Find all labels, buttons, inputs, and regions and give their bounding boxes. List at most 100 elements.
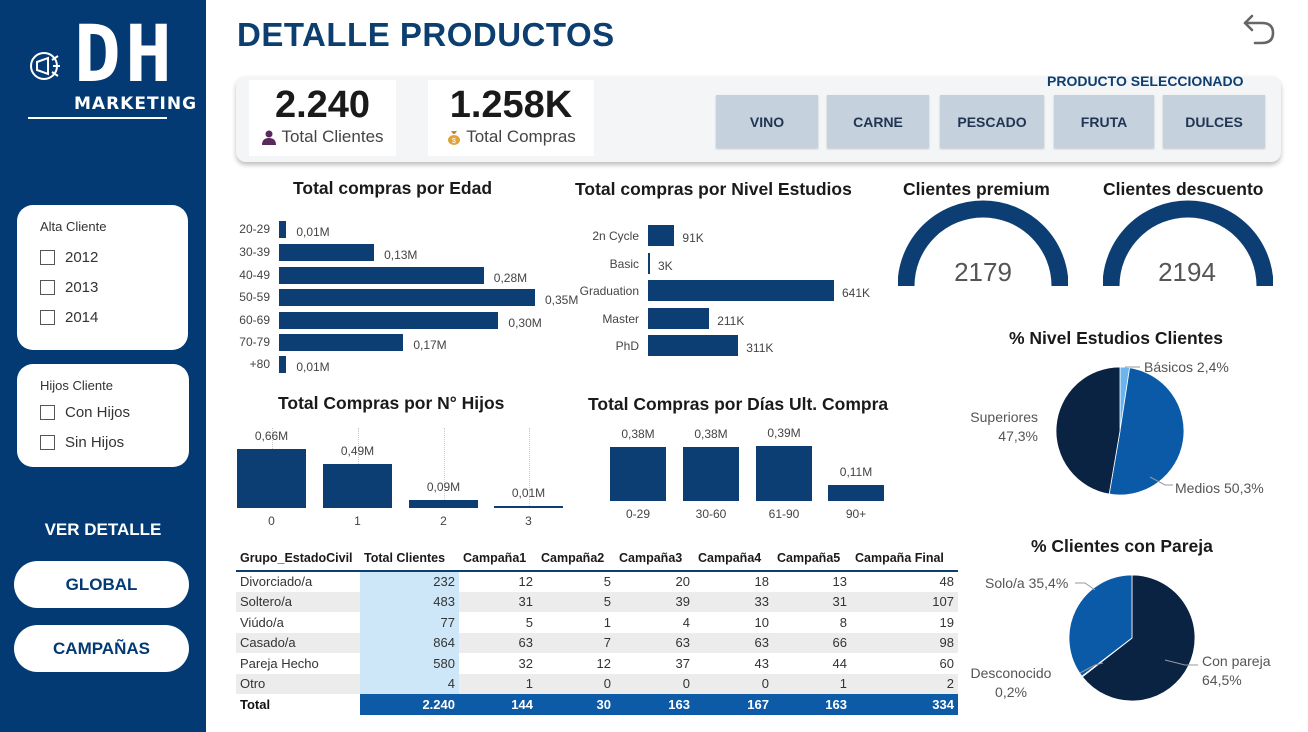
col-header[interactable]: Campaña4	[694, 545, 773, 572]
edad-category-label: 20-29	[239, 222, 270, 236]
bar	[237, 449, 306, 508]
pareja-pie	[1068, 574, 1196, 702]
estudios-bar-value: 91K	[682, 231, 704, 245]
table-cell: 1	[459, 673, 537, 694]
bar-category-label: 90+	[845, 507, 867, 521]
pie-slice-conpareja	[1081, 574, 1196, 702]
checkbox-2013[interactable]: 2013	[40, 272, 188, 302]
carne-button[interactable]: CARNE	[827, 95, 929, 148]
edad-category-label: 50-59	[239, 290, 270, 304]
table-row: Pareja Hecho 580 32 12 37 43 44 60	[236, 653, 958, 674]
estudios-category-label: Graduation	[579, 284, 639, 298]
col-header[interactable]: Campaña Final	[851, 545, 958, 572]
checkbox-sin-hijos[interactable]: Sin Hijos	[40, 427, 189, 457]
filter-alta-cliente: Alta Cliente 2012 2013 2014	[17, 205, 188, 350]
logo-letters: DH	[74, 10, 176, 100]
dias-chart-title: Total Compras por Días Ult. Compra	[588, 394, 889, 414]
col-header[interactable]: Campaña2	[537, 545, 615, 572]
checkbox-box[interactable]	[40, 309, 55, 325]
edad-category-label: 40-49	[239, 268, 270, 282]
col-header[interactable]: Campaña1	[459, 545, 537, 572]
fruta-button[interactable]: FRUTA	[1054, 95, 1154, 148]
bar-gridline	[271, 428, 273, 449]
table-cell: 13	[832, 574, 847, 590]
dulces-button[interactable]: DULCES	[1163, 95, 1265, 148]
bar-category-label: 30-60	[695, 507, 727, 521]
bar-gridline	[357, 428, 359, 465]
table-row: Divorciado/a 232 12 5 20 18 13 48	[236, 571, 958, 592]
money-bag-icon: $	[448, 131, 461, 145]
page-title: DETALLE PRODUCTOS	[237, 16, 615, 53]
col-header[interactable]: Campaña3	[615, 545, 694, 572]
pie-label-basicos: Básicos 2,4%	[1144, 359, 1229, 375]
back-arrow-icon[interactable]	[1240, 8, 1278, 46]
table-cell: 1	[773, 673, 851, 694]
kpi-label: Total Clientes	[281, 127, 384, 146]
campanas-button[interactable]: CAMPAÑAS	[14, 625, 189, 672]
table-cell: 10	[754, 614, 769, 630]
pie-label-con-pareja-name: Con pareja	[1202, 653, 1271, 669]
pie-label-superiores-pct: 47,3%	[998, 428, 1038, 444]
table-cell: 7	[537, 632, 615, 653]
edad-bar-value: 0,01M	[296, 225, 330, 239]
table-cell: 0	[694, 673, 773, 694]
table-row: Casado/a 864 63 7 63 63 66 98	[236, 632, 958, 653]
edad-bar-value: 0,30M	[508, 316, 542, 330]
sidebar: DH MARKETING Alta Cliente 2012 2013 2014…	[0, 0, 206, 732]
bar-value-label: 0,66M	[254, 429, 289, 443]
checkbox-box[interactable]	[40, 249, 55, 265]
bar-category-label: 0	[268, 514, 275, 528]
table-total-cell: 2.240	[360, 694, 459, 715]
descuento-gauge-value: 2194	[1158, 257, 1216, 287]
checkbox-2012[interactable]: 2012	[40, 242, 188, 272]
bar-value-label: 0,38M	[694, 427, 728, 442]
table-row: Soltero/a 483 31 5 39 33 31 107	[236, 591, 958, 612]
pie-label-medios: Medios 50,3%	[1175, 480, 1264, 496]
kpi-total-clientes: 2.240 Total Clientes	[249, 80, 396, 156]
table-cell: 580	[360, 653, 459, 674]
pie-slice-medios	[1108, 367, 1185, 496]
table-cell: 37	[675, 655, 690, 671]
table-cell: 12	[596, 655, 611, 671]
table-row-label: Soltero/a	[236, 591, 360, 612]
bar-category-label: 0-29	[625, 507, 651, 521]
checkbox-box[interactable]	[40, 434, 55, 450]
pie-label-con-pareja: Con pareja 64,5%	[1202, 652, 1271, 690]
estudios-category-label: PhD	[615, 339, 639, 353]
filter-title: Hijos Cliente	[40, 378, 113, 393]
col-header[interactable]: Total Clientes	[360, 545, 459, 572]
table-row: Viúdo/a 77 5 1 4 10 8 19	[236, 612, 958, 633]
table-cell: 107	[851, 591, 958, 612]
edad-bar-value: 0,35M	[545, 293, 579, 307]
logo-underline	[28, 117, 167, 119]
edad-bar-value: 0,01M	[296, 360, 330, 374]
col-header[interactable]: Grupo_EstadoCivil	[236, 545, 360, 572]
kpi-value: 2.240	[274, 84, 371, 126]
col-header[interactable]: Campaña5	[773, 545, 851, 572]
checkbox-con-hijos[interactable]: Con Hijos	[40, 397, 189, 427]
checkbox-label: 2014	[65, 308, 99, 326]
svg-text:$: $	[452, 138, 456, 145]
bar	[610, 447, 666, 501]
table-header-row: Grupo_EstadoCivil Total Clientes Campaña…	[236, 545, 958, 572]
table-cell: 31	[773, 591, 851, 612]
pescado-button[interactable]: PESCADO	[940, 95, 1044, 148]
edad-bar-value: 0,28M	[493, 271, 528, 285]
table-cell: 66	[773, 632, 851, 653]
descuento-gauge	[1103, 200, 1273, 287]
checkbox-box[interactable]	[40, 404, 55, 420]
table-cell: 32	[518, 655, 533, 671]
premium-gauge	[898, 200, 1068, 287]
user-icon	[262, 130, 277, 145]
table-total-cell: 334	[851, 694, 958, 715]
table-cell: 77	[360, 612, 459, 633]
edad-bar	[279, 221, 287, 238]
global-button[interactable]: GLOBAL	[14, 561, 189, 608]
table-cell: 63	[459, 632, 537, 653]
bar-value-label: 0,09M	[426, 479, 461, 494]
checkbox-2014[interactable]: 2014	[40, 302, 188, 332]
checkbox-box[interactable]	[40, 279, 55, 295]
estudios-bar-value: 311K	[746, 341, 774, 355]
vino-button[interactable]: VINO	[716, 95, 818, 148]
table-total-row: Total 2.240 144 30 163 167 163 334	[236, 694, 958, 715]
